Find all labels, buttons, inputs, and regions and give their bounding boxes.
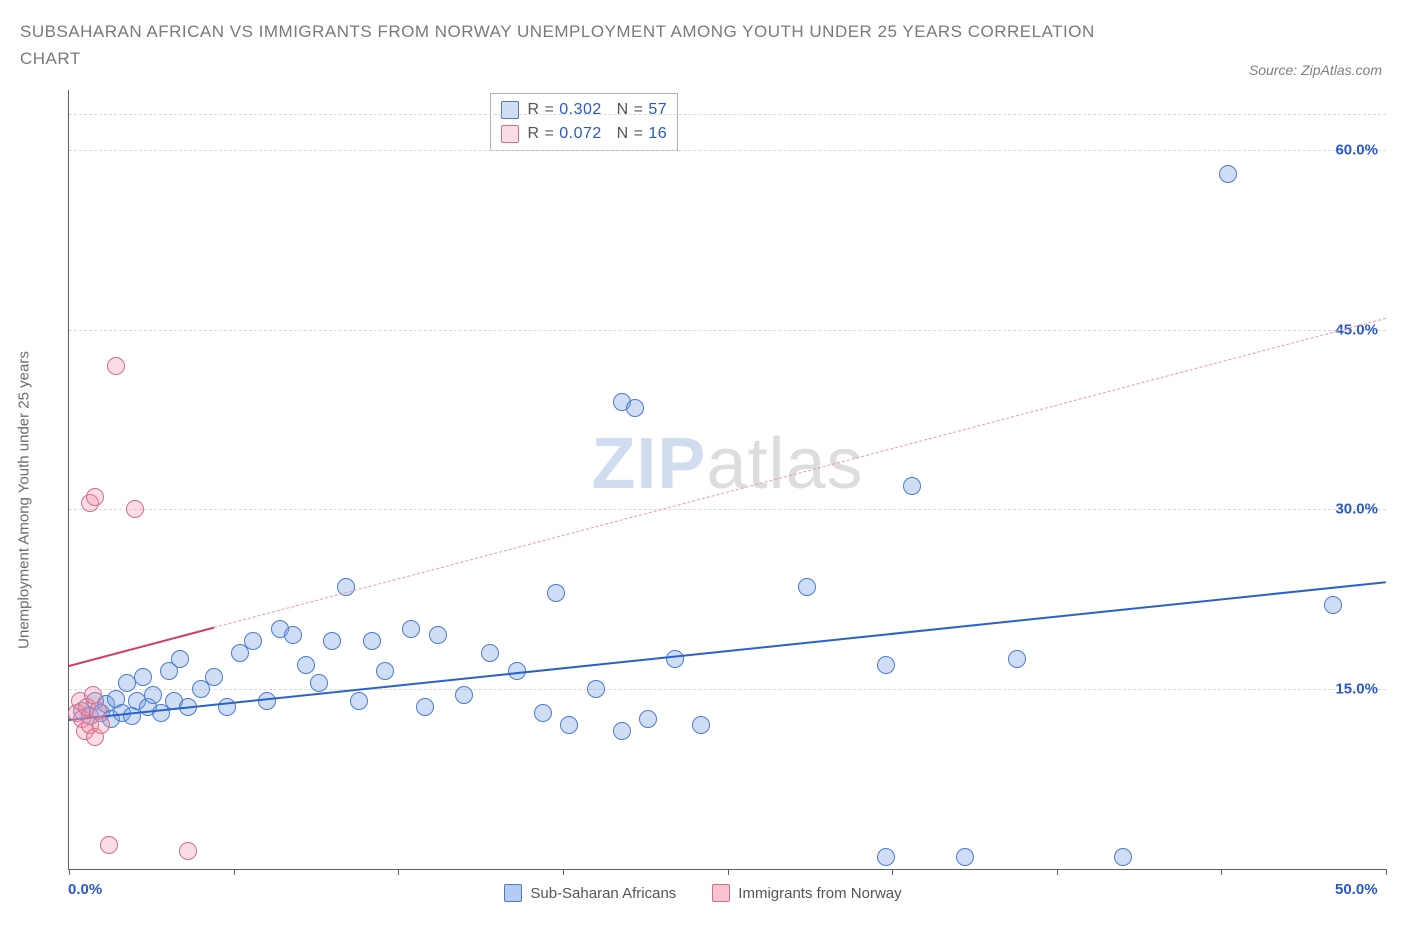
grid-line	[69, 114, 1386, 115]
data-point	[455, 686, 473, 704]
data-point	[144, 686, 162, 704]
stats-row: R = 0.072 N = 16	[501, 122, 667, 146]
data-point	[92, 716, 110, 734]
legend-swatch	[504, 884, 522, 902]
x-tick-label: 50.0%	[1335, 881, 1378, 898]
data-point	[560, 716, 578, 734]
trend-line	[69, 581, 1386, 721]
data-point	[429, 626, 447, 644]
legend-label: Immigrants from Norway	[738, 885, 901, 902]
x-tick-label: 0.0%	[68, 881, 102, 898]
bottom-legend: Sub-Saharan Africans Immigrants from Norw…	[20, 884, 1386, 902]
data-point	[244, 632, 262, 650]
data-point	[534, 704, 552, 722]
data-point	[310, 674, 328, 692]
x-tick	[1386, 869, 1387, 875]
data-point	[1324, 596, 1342, 614]
data-point	[587, 680, 605, 698]
data-point	[100, 836, 118, 854]
x-tick	[69, 869, 70, 875]
legend-label: Sub-Saharan Africans	[530, 885, 676, 902]
trend-line	[69, 627, 214, 667]
data-point	[956, 848, 974, 866]
stats-text: R = 0.072 N = 16	[527, 122, 667, 146]
data-point	[205, 668, 223, 686]
y-tick-label: 30.0%	[1335, 501, 1378, 518]
data-point	[798, 578, 816, 596]
data-point	[126, 500, 144, 518]
x-tick	[234, 869, 235, 875]
x-tick	[892, 869, 893, 875]
data-point	[666, 650, 684, 668]
legend-item: Sub-Saharan Africans	[504, 884, 676, 902]
data-point	[134, 668, 152, 686]
legend-swatch	[501, 125, 519, 143]
data-point	[547, 584, 565, 602]
x-tick	[1057, 869, 1058, 875]
grid-line	[69, 689, 1386, 690]
data-point	[1114, 848, 1132, 866]
stats-text: R = 0.302 N = 57	[527, 98, 667, 122]
data-point	[284, 626, 302, 644]
data-point	[107, 357, 125, 375]
grid-line	[69, 150, 1386, 151]
data-point	[416, 698, 434, 716]
legend-item: Immigrants from Norway	[712, 884, 901, 902]
data-point	[86, 488, 104, 506]
data-point	[297, 656, 315, 674]
data-point	[323, 632, 341, 650]
data-point	[376, 662, 394, 680]
plot-container: Unemployment Among Youth under 25 years …	[20, 90, 1386, 910]
data-point	[258, 692, 276, 710]
data-point	[402, 620, 420, 638]
data-point	[481, 644, 499, 662]
watermark: ZIPatlas	[591, 423, 863, 505]
data-point	[639, 710, 657, 728]
data-point	[877, 656, 895, 674]
x-tick	[398, 869, 399, 875]
stats-legend-box: R = 0.302 N = 57R = 0.072 N = 16	[490, 93, 678, 151]
data-point	[626, 399, 644, 417]
source-attribution: Source: ZipAtlas.com	[1249, 62, 1382, 78]
y-tick-label: 15.0%	[1335, 681, 1378, 698]
grid-line	[69, 330, 1386, 331]
data-point	[363, 632, 381, 650]
legend-swatch	[712, 884, 730, 902]
stats-row: R = 0.302 N = 57	[501, 98, 667, 122]
y-axis-label: Unemployment Among Youth under 25 years	[16, 202, 33, 500]
data-point	[1008, 650, 1026, 668]
data-point	[350, 692, 368, 710]
data-point	[613, 722, 631, 740]
plot-area: ZIPatlas R = 0.302 N = 57R = 0.072 N = 1…	[68, 90, 1386, 870]
chart-title: SUBSAHARAN AFRICAN VS IMMIGRANTS FROM NO…	[20, 18, 1120, 72]
grid-line	[69, 509, 1386, 510]
data-point	[1219, 165, 1237, 183]
x-tick	[728, 869, 729, 875]
data-point	[903, 477, 921, 495]
x-tick	[1221, 869, 1222, 875]
y-tick-label: 60.0%	[1335, 141, 1378, 158]
data-point	[692, 716, 710, 734]
data-point	[179, 842, 197, 860]
data-point	[877, 848, 895, 866]
data-point	[171, 650, 189, 668]
x-tick	[563, 869, 564, 875]
legend-swatch	[501, 101, 519, 119]
